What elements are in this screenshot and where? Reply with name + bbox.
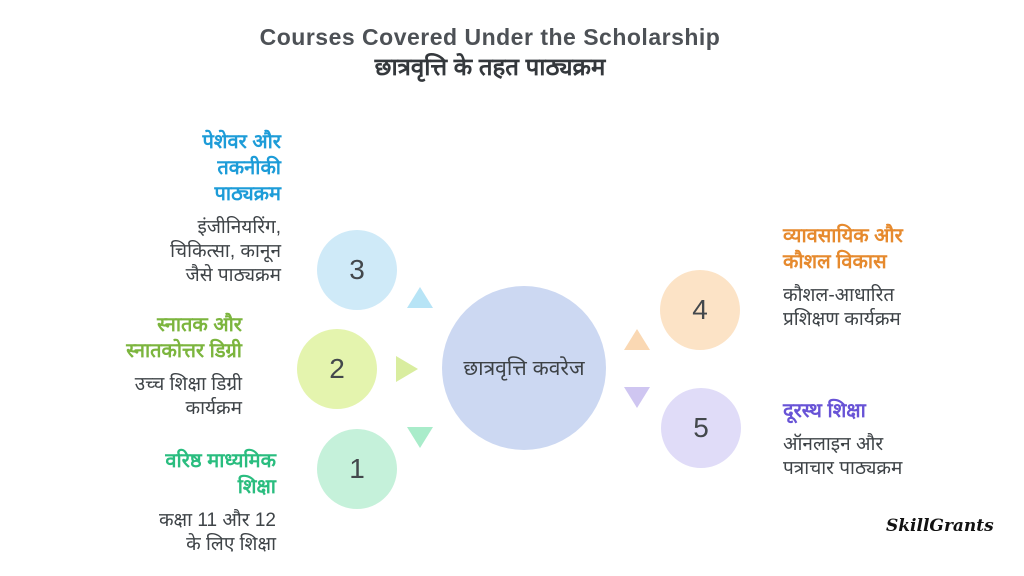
item-2-text-block: स्नातक और स्नातकोत्तर डिग्री उच्च शिक्षा… bbox=[126, 312, 242, 421]
node-circle-5: 5 bbox=[661, 388, 741, 468]
node-circle-1: 1 bbox=[317, 429, 397, 509]
item-1-description: कक्षा 11 और 12 के लिए शिक्षा bbox=[159, 509, 276, 557]
item-5-description: ऑनलाइन और पत्राचार पाठ्यक्रम bbox=[783, 433, 902, 481]
item-2-heading: स्नातक और स्नातकोत्तर डिग्री bbox=[126, 312, 242, 364]
page-subtitle-hindi: छात्रवृत्ति के तहत पाठ्यक्रम bbox=[374, 54, 606, 81]
arrow-up-icon bbox=[624, 329, 650, 350]
arrow-down-icon bbox=[407, 427, 433, 448]
item-1-heading: वरिष्ठ माध्यमिक शिक्षा bbox=[159, 448, 276, 500]
item-2-heading-line-1: स्नातक और bbox=[157, 314, 242, 336]
center-circle-label: छात्रवृत्ति कवरेज bbox=[463, 357, 585, 380]
item-5-heading-line-1: दूरस्थ शिक्षा bbox=[783, 400, 866, 422]
item-1-text-block: वरिष्ठ माध्यमिक शिक्षा कक्षा 11 और 12 के… bbox=[159, 448, 276, 557]
node-number-5: 5 bbox=[693, 412, 709, 443]
item-4-text-block: व्यावसायिक और कौशल विकास कौशल-आधारित प्र… bbox=[783, 223, 903, 332]
item-4-body-line-1: कौशल-आधारित bbox=[783, 285, 895, 306]
item-3-heading-line-1: पेशेवर और bbox=[202, 131, 281, 153]
item-4-heading: व्यावसायिक और कौशल विकास bbox=[783, 223, 903, 275]
skillgrants-watermark: SkillGrants bbox=[886, 516, 994, 536]
item-3-heading-line-3: पाठ्यक्रम bbox=[214, 183, 281, 205]
item-1-body-line-1: कक्षा 11 और 12 bbox=[158, 510, 276, 531]
node-number-1: 1 bbox=[349, 453, 365, 484]
page-title: Courses Covered Under the Scholarship bbox=[259, 24, 721, 50]
center-circle: छात्रवृत्ति कवरेज bbox=[442, 286, 606, 450]
item-5-body-line-2: पत्राचार पाठ्यक्रम bbox=[783, 458, 903, 479]
item-1-heading-line-2: शिक्षा bbox=[237, 476, 276, 498]
item-3-text-block: पेशेवर और तकनीकी पाठ्यक्रम इंजीनियरिंग, … bbox=[170, 129, 281, 288]
arrow-up-icon bbox=[407, 287, 433, 308]
item-2-body-line-2: कार्यक्रम bbox=[185, 398, 243, 419]
item-4-body-line-2: प्रशिक्षण कार्यक्रम bbox=[783, 309, 901, 330]
node-number-2: 2 bbox=[329, 353, 345, 384]
node-circle-4: 4 bbox=[660, 270, 740, 350]
node-circle-2: 2 bbox=[297, 329, 377, 409]
item-3-description: इंजीनियरिंग, चिकित्सा, कानून जैसे पाठ्यक… bbox=[170, 216, 281, 288]
item-4-heading-line-1: व्यावसायिक और bbox=[783, 225, 903, 247]
node-circle-3: 3 bbox=[317, 230, 397, 310]
item-4-description: कौशल-आधारित प्रशिक्षण कार्यक्रम bbox=[783, 284, 903, 332]
arrow-down-icon bbox=[624, 387, 650, 408]
node-number-3: 3 bbox=[349, 254, 365, 285]
item-2-body-line-1: उच्च शिक्षा डिग्री bbox=[134, 374, 242, 395]
node-number-4: 4 bbox=[692, 294, 708, 325]
item-3-body-line-2: चिकित्सा, कानून bbox=[170, 241, 281, 262]
item-1-body-line-2: के लिए शिक्षा bbox=[186, 534, 276, 555]
item-4-heading-line-2: कौशल विकास bbox=[783, 251, 887, 273]
item-2-heading-line-2: स्नातकोत्तर डिग्री bbox=[126, 340, 242, 362]
item-2-description: उच्च शिक्षा डिग्री कार्यक्रम bbox=[126, 373, 242, 421]
item-5-heading: दूरस्थ शिक्षा bbox=[783, 398, 902, 424]
item-3-heading-line-2: तकनीकी bbox=[217, 157, 281, 179]
item-5-text-block: दूरस्थ शिक्षा ऑनलाइन और पत्राचार पाठ्यक्… bbox=[783, 398, 902, 481]
item-3-body-line-1: इंजीनियरिंग, bbox=[197, 217, 281, 238]
arrow-right-icon bbox=[396, 356, 418, 382]
item-3-body-line-3: जैसे पाठ्यक्रम bbox=[185, 265, 281, 286]
item-3-heading: पेशेवर और तकनीकी पाठ्यक्रम bbox=[170, 129, 281, 207]
item-5-body-line-1: ऑनलाइन और bbox=[783, 434, 884, 455]
header: Courses Covered Under the Scholarship छा… bbox=[0, 22, 980, 84]
item-1-heading-line-1: वरिष्ठ माध्यमिक bbox=[165, 450, 276, 472]
